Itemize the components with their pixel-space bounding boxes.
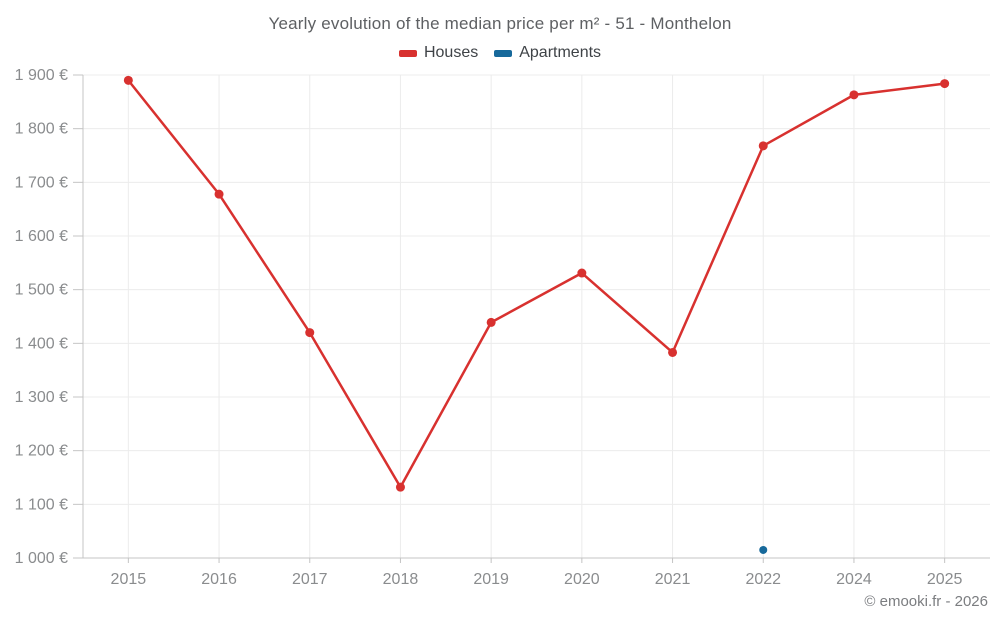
y-tick-label: 1 400 €	[15, 335, 68, 352]
x-tick-label: 2017	[292, 571, 328, 588]
y-tick-label: 1 300 €	[15, 389, 68, 406]
data-point-apartments-2022	[759, 545, 768, 554]
data-point-houses-2021	[668, 347, 678, 357]
y-tick-label: 1 500 €	[15, 282, 68, 299]
x-tick-label: 2021	[655, 571, 691, 588]
y-tick-label: 1 000 €	[15, 550, 68, 567]
gridlines	[83, 74, 990, 558]
houses-swatch-icon	[398, 49, 417, 57]
copyright: © emooki.fr - 2026	[864, 593, 988, 610]
legend-item-houses[interactable]: Houses	[398, 44, 479, 62]
x-tick-label: 2015	[111, 571, 147, 588]
series-points	[123, 75, 950, 554]
y-tick-label: 1 800 €	[15, 121, 68, 138]
data-point-houses-2017	[305, 328, 315, 338]
y-tick-label: 1 900 €	[15, 67, 68, 84]
x-tick-label: 2019	[473, 571, 509, 588]
line-houses	[127, 79, 946, 489]
data-point-houses-2019	[486, 317, 496, 327]
x-tick-label: 2025	[927, 571, 963, 588]
legend-label-houses: Houses	[423, 44, 479, 61]
data-point-houses-2024	[849, 90, 859, 100]
data-point-houses-2015	[123, 75, 133, 85]
tick-labels: 1 000 € 1 100 € 1 200 € 1 300 € 1 400 € 1 500…	[15, 67, 963, 588]
x-tick-label: 2020	[564, 571, 600, 588]
legend: Houses Apartments	[0, 44, 1000, 62]
data-point-houses-2016	[214, 189, 224, 199]
x-tick-label: 2024	[836, 571, 872, 588]
apartments-swatch-icon	[494, 49, 513, 57]
y-tick-label: 1 700 €	[15, 174, 68, 191]
series-lines	[127, 79, 946, 489]
y-tick-label: 1 200 €	[15, 443, 68, 460]
legend-item-apartments[interactable]: Apartments	[494, 44, 601, 62]
legend-label-apartments: Apartments	[519, 44, 602, 61]
x-tick-label: 2022	[745, 571, 781, 588]
y-tick-label: 1 100 €	[15, 496, 68, 513]
data-point-houses-2020	[577, 268, 587, 278]
data-point-houses-2022	[758, 141, 768, 151]
chart-title: Yearly evolution of the median price per…	[268, 14, 732, 33]
data-point-houses-2018	[395, 482, 405, 492]
axes	[73, 74, 990, 563]
data-point-houses-2025	[940, 79, 950, 89]
y-tick-label: 1 600 €	[15, 228, 68, 245]
x-tick-label: 2016	[201, 571, 237, 588]
x-tick-label: 2018	[383, 571, 419, 588]
